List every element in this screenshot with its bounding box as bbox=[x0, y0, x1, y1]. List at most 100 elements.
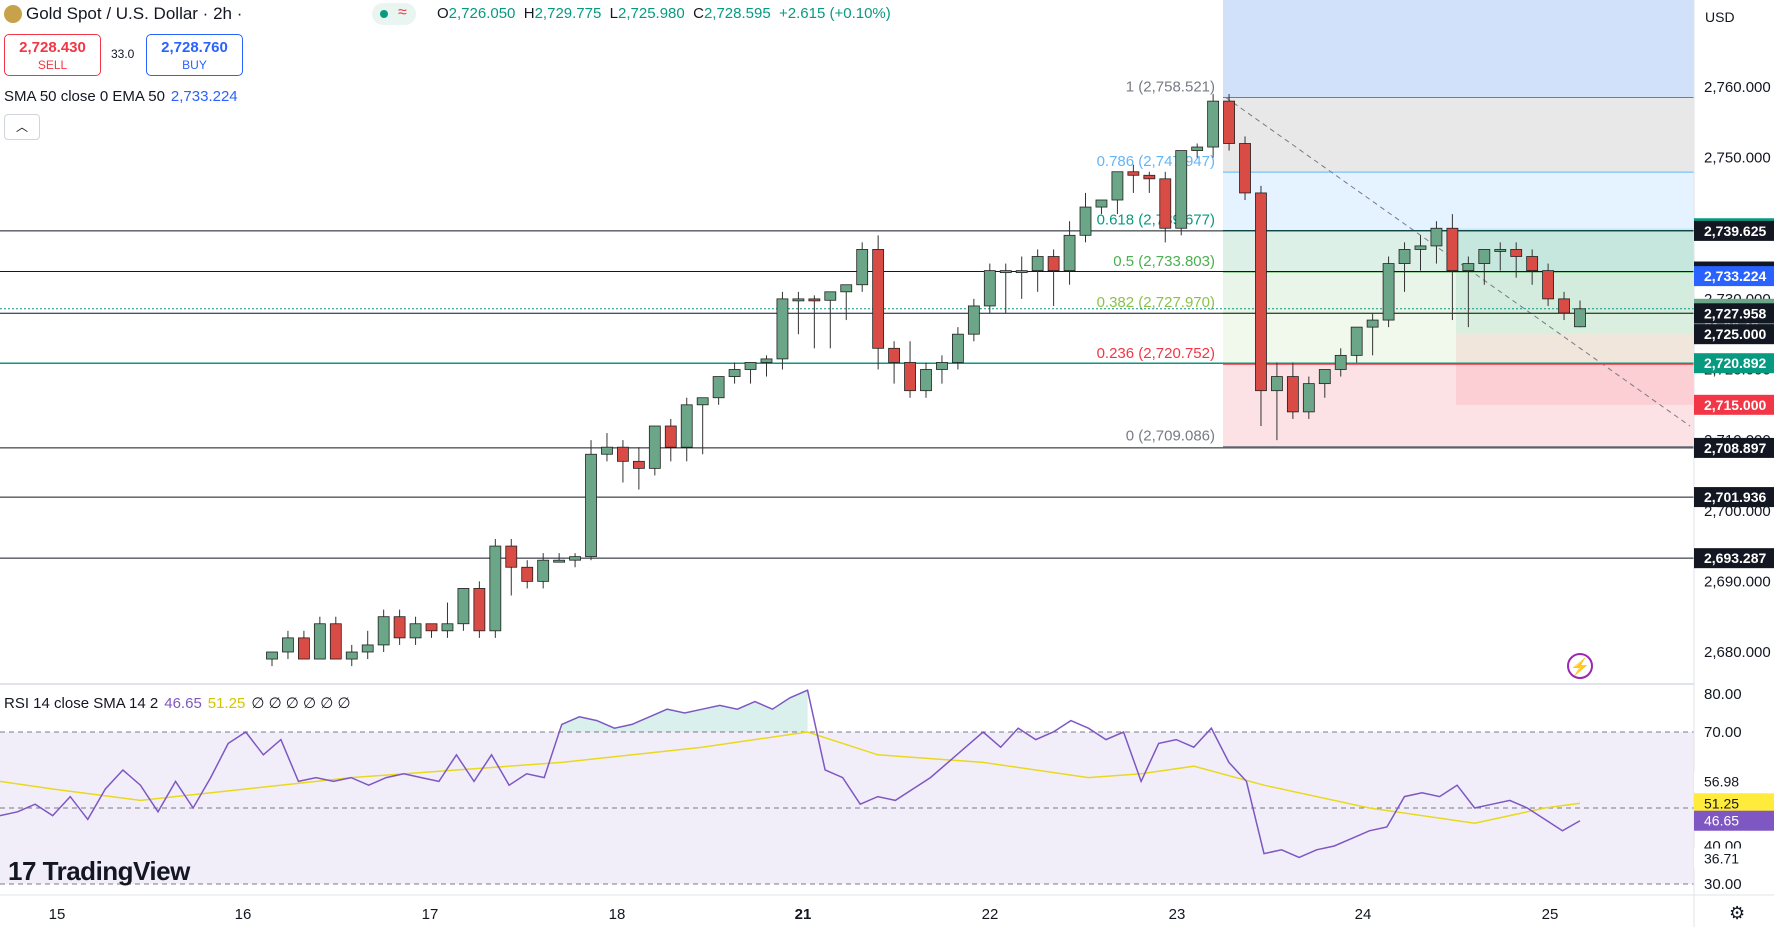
price-badge-label: 2,725.000 bbox=[1704, 326, 1766, 342]
tradingview-logo-icon: 17 bbox=[8, 856, 36, 886]
buy-label: BUY bbox=[182, 58, 207, 72]
rsi-value-badge-label: 36.71 bbox=[1704, 851, 1739, 867]
ohlc-change: +2.615 (+0.10%) bbox=[779, 5, 891, 22]
candle-body bbox=[585, 453, 597, 558]
candle-body bbox=[776, 298, 789, 360]
sell-label: SELL bbox=[37, 58, 68, 72]
fib-extension-zone bbox=[1223, 0, 1694, 98]
rsi-sma-line bbox=[0, 731, 1581, 824]
candle-body bbox=[1143, 174, 1156, 180]
symbol-header[interactable]: Gold Spot / U.S. Dollar · 2h · bbox=[0, 0, 242, 28]
candle-body bbox=[457, 588, 470, 625]
candle-body bbox=[1031, 256, 1044, 272]
candle-body bbox=[1366, 319, 1379, 328]
price-badge bbox=[1694, 394, 1774, 415]
rsi-value-badge bbox=[1694, 793, 1774, 814]
candle-body bbox=[888, 347, 900, 363]
candle-body bbox=[553, 559, 566, 563]
candle-body bbox=[1510, 249, 1523, 257]
rsi-value-badge-label: 46.65 bbox=[1704, 813, 1739, 829]
candle-body bbox=[632, 460, 645, 469]
price-badge bbox=[1694, 266, 1774, 287]
candle-body bbox=[409, 623, 422, 639]
candle-body bbox=[1446, 227, 1459, 272]
rsi-legend[interactable]: RSI 14 close SMA 14 2 46.65 51.25 ∅ ∅ ∅ ∅ ∅… bbox=[4, 694, 351, 712]
ohlc-open: 2,726.050 bbox=[448, 5, 516, 22]
time-axis-tick: 24 bbox=[1355, 906, 1372, 923]
rsi-value-badge bbox=[1694, 848, 1774, 869]
candle-body bbox=[1063, 234, 1076, 272]
price-axis-tick: 2,680.000 bbox=[1704, 644, 1771, 661]
tradingview-logo[interactable]: 17 TradingView bbox=[8, 856, 190, 887]
price-badge bbox=[1694, 324, 1774, 345]
fib-level-label: 0.618 (2,739.677) bbox=[1097, 212, 1215, 229]
candle-body bbox=[808, 298, 821, 302]
candle-body bbox=[1127, 171, 1140, 176]
rsi-value-badge-label: 51.25 bbox=[1704, 795, 1739, 811]
candle-body bbox=[983, 270, 996, 307]
candle-body bbox=[1255, 192, 1267, 392]
price-axis-tick: 2,690.000 bbox=[1704, 573, 1771, 590]
candle-body bbox=[1334, 354, 1347, 370]
pane-separator bbox=[0, 683, 1694, 685]
rsi-legend-value: 46.65 bbox=[164, 695, 202, 712]
price-axis-tick: 2,760.000 bbox=[1704, 79, 1771, 96]
currency-label[interactable]: USD bbox=[1705, 9, 1735, 25]
candle-body bbox=[728, 369, 741, 377]
candle-body bbox=[1574, 308, 1586, 328]
fib-zone bbox=[1223, 272, 1694, 314]
buy-button[interactable]: 2,728.760 BUY bbox=[146, 34, 243, 76]
indicator-legend-value: 2,733.224 bbox=[170, 88, 238, 105]
rsi-value-badge bbox=[1694, 810, 1774, 831]
candle-body bbox=[1239, 143, 1251, 194]
candle-body bbox=[920, 369, 932, 392]
candle-body bbox=[904, 362, 916, 392]
lightning-icon[interactable]: ⚡ bbox=[1567, 653, 1593, 679]
ohlc-close: 2,728.595 bbox=[703, 5, 771, 22]
collapse-legend-button[interactable]: ︿ bbox=[4, 114, 40, 140]
candle-body bbox=[760, 358, 773, 363]
ohlc-readout: O2,726.050 H2,729.775 L2,725.980 C2,728.… bbox=[437, 5, 891, 22]
price-badge bbox=[1694, 303, 1774, 324]
chevron-up-icon: ︿ bbox=[15, 120, 28, 134]
candle-body bbox=[967, 305, 980, 335]
candle-body bbox=[1494, 249, 1507, 252]
candle-body bbox=[999, 270, 1012, 274]
candle-body bbox=[696, 397, 709, 406]
fib-zone bbox=[1223, 172, 1694, 231]
ohlc-low: 2,725.980 bbox=[618, 5, 685, 22]
sell-price: 2,728.430 bbox=[19, 39, 86, 56]
price-badge-label: 2,720.892 bbox=[1704, 355, 1766, 371]
candle-body bbox=[664, 425, 677, 448]
settings-gear-icon[interactable]: ⚙ bbox=[1729, 903, 1746, 923]
candle-body bbox=[824, 291, 837, 301]
candle-body bbox=[856, 249, 869, 286]
sell-button[interactable]: 2,728.430 SELL bbox=[4, 34, 101, 76]
candle-body bbox=[1207, 100, 1220, 148]
symbol-title[interactable]: Gold Spot / U.S. Dollar · 2h · bbox=[26, 4, 243, 23]
time-axis-tick: 17 bbox=[422, 906, 439, 923]
indicator-legend[interactable]: SMA 50 close 0 EMA 50 2,733.224 bbox=[4, 88, 238, 105]
market-status-pill[interactable]: ≈ bbox=[372, 3, 416, 25]
candle-body bbox=[1159, 178, 1172, 229]
candle-body bbox=[1462, 263, 1475, 272]
candle-body bbox=[1398, 249, 1411, 264]
candle-body bbox=[1271, 376, 1283, 392]
candle-body bbox=[1318, 369, 1331, 385]
fib-zone bbox=[1223, 230, 1694, 273]
price-badge-label: 2,739.625 bbox=[1704, 223, 1766, 239]
candle-body bbox=[393, 616, 406, 639]
candle-body bbox=[1414, 245, 1427, 250]
candle-body bbox=[1015, 270, 1028, 274]
price-badge-label: 2,715.000 bbox=[1704, 397, 1766, 413]
candle-body bbox=[361, 644, 374, 653]
fib-trend-line bbox=[1225, 97, 1691, 427]
price-badge bbox=[1694, 220, 1774, 241]
rsi-axis-tick: 80.00 bbox=[1704, 686, 1742, 703]
gold-coin-icon bbox=[4, 5, 22, 23]
market-open-dot-icon bbox=[380, 10, 388, 18]
rsi-axis-tick: 70.00 bbox=[1704, 724, 1742, 741]
fib-level-label: 0.236 (2,720.752) bbox=[1097, 345, 1215, 362]
ohlc-high: 2,729.775 bbox=[534, 5, 602, 22]
